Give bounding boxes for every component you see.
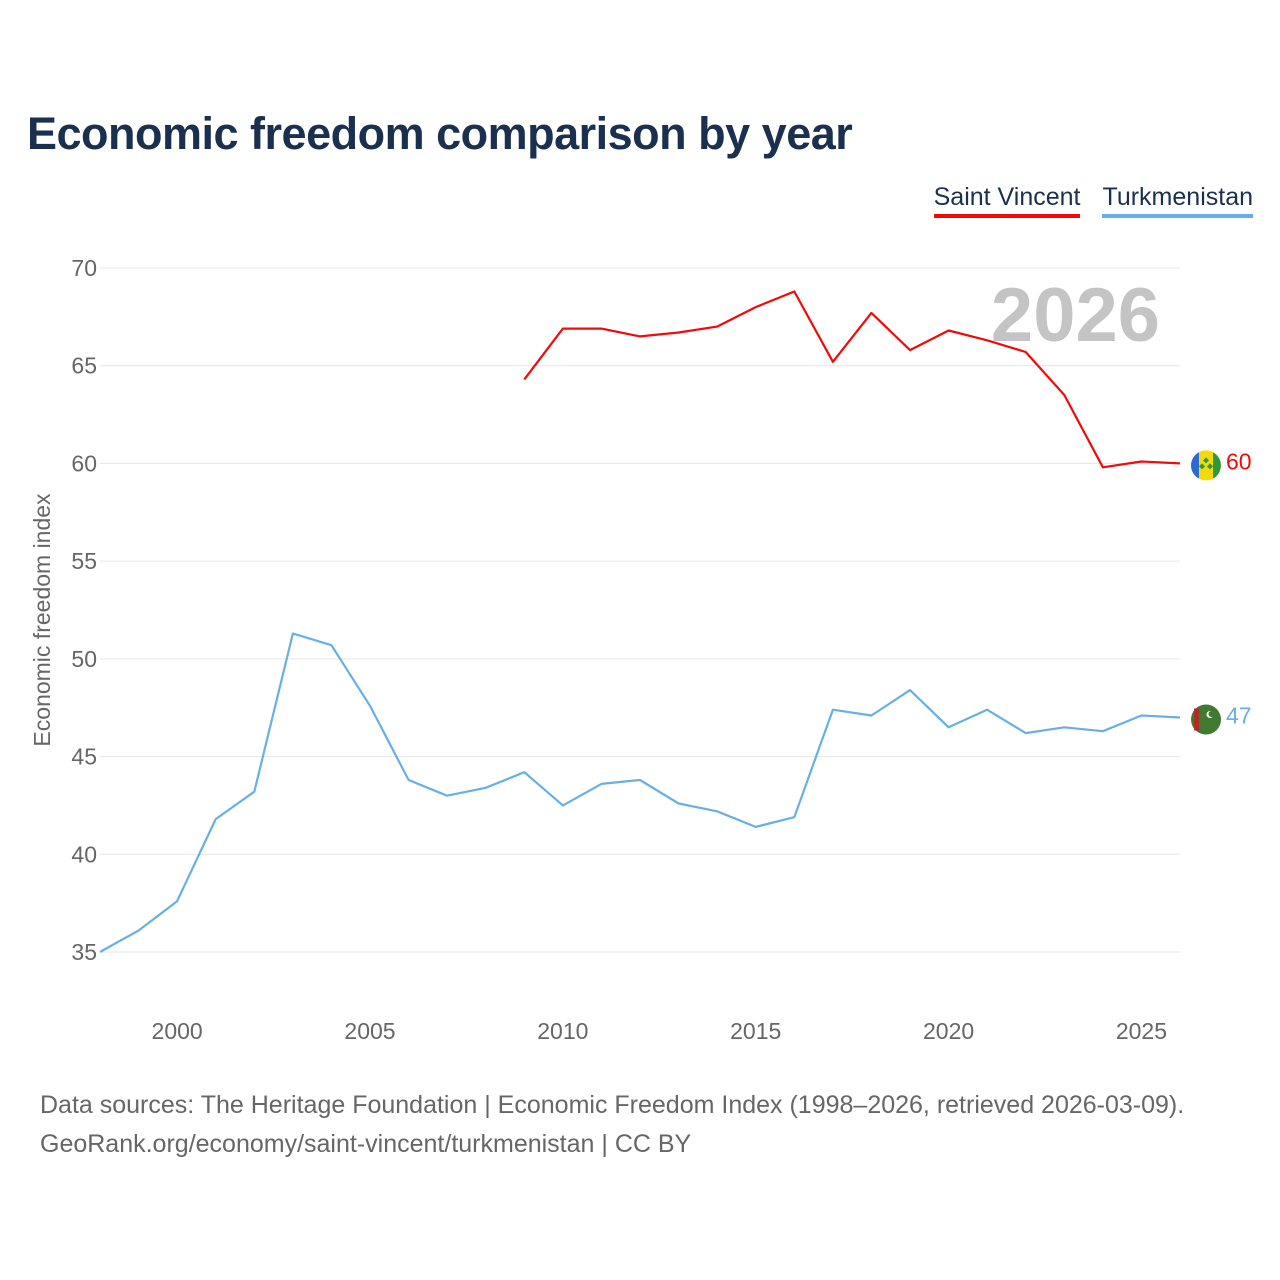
x-tick-label: 2005 [344, 1018, 395, 1044]
y-axis-ticks: 35 40 45 50 55 60 65 70 [71, 255, 97, 965]
chart-title: Economic freedom comparison by year [27, 108, 853, 159]
end-value-label-saint-vincent: 60 [1226, 448, 1252, 474]
y-axis-label: Economic freedom index [29, 493, 55, 747]
series-lines [99, 290, 1181, 953]
legend: Saint Vincent Turkmenistan [933, 183, 1253, 218]
x-tick-label: 2020 [923, 1018, 974, 1044]
x-tick-label: 2010 [537, 1018, 588, 1044]
y-tick-label: 45 [71, 744, 97, 770]
series-line-saint-vincent [523, 290, 1181, 469]
turkmenistan-flag-icon [1191, 704, 1221, 735]
y-tick-label: 35 [71, 939, 97, 965]
y-tick-label: 40 [71, 841, 97, 867]
y-tick-label: 70 [71, 255, 97, 281]
y-tick-label: 50 [71, 646, 97, 672]
x-axis-ticks: 2000 2005 2010 2015 2020 2025 [152, 1018, 1167, 1044]
footer-source: Data sources: The Heritage Foundation | … [40, 1091, 1185, 1119]
y-tick-label: 55 [71, 548, 97, 574]
legend-item-saint-vincent[interactable]: Saint Vincent [933, 183, 1081, 218]
y-tick-label: 65 [71, 353, 97, 379]
line-chart: 35 40 45 50 55 60 65 70 2000 2005 2010 2015 2020 202… [29, 255, 1252, 1044]
end-markers: 60 47 [1191, 448, 1252, 735]
x-tick-label: 2025 [1116, 1018, 1167, 1044]
legend-item-turkmenistan[interactable]: Turkmenistan [1102, 183, 1253, 218]
y-tick-label: 60 [71, 450, 97, 476]
year-watermark: 2026 [991, 273, 1160, 358]
footer-link: GeoRank.org/economy/saint-vincent/turkme… [40, 1130, 692, 1158]
footer: Data sources: The Heritage Foundation | … [40, 1086, 1184, 1164]
x-tick-label: 2015 [730, 1018, 781, 1044]
series-line-turkmenistan [99, 632, 1181, 953]
grid-lines [100, 267, 1180, 953]
saint-vincent-flag-icon [1191, 450, 1221, 481]
end-value-label-turkmenistan: 47 [1226, 702, 1252, 728]
x-tick-label: 2000 [152, 1018, 203, 1044]
